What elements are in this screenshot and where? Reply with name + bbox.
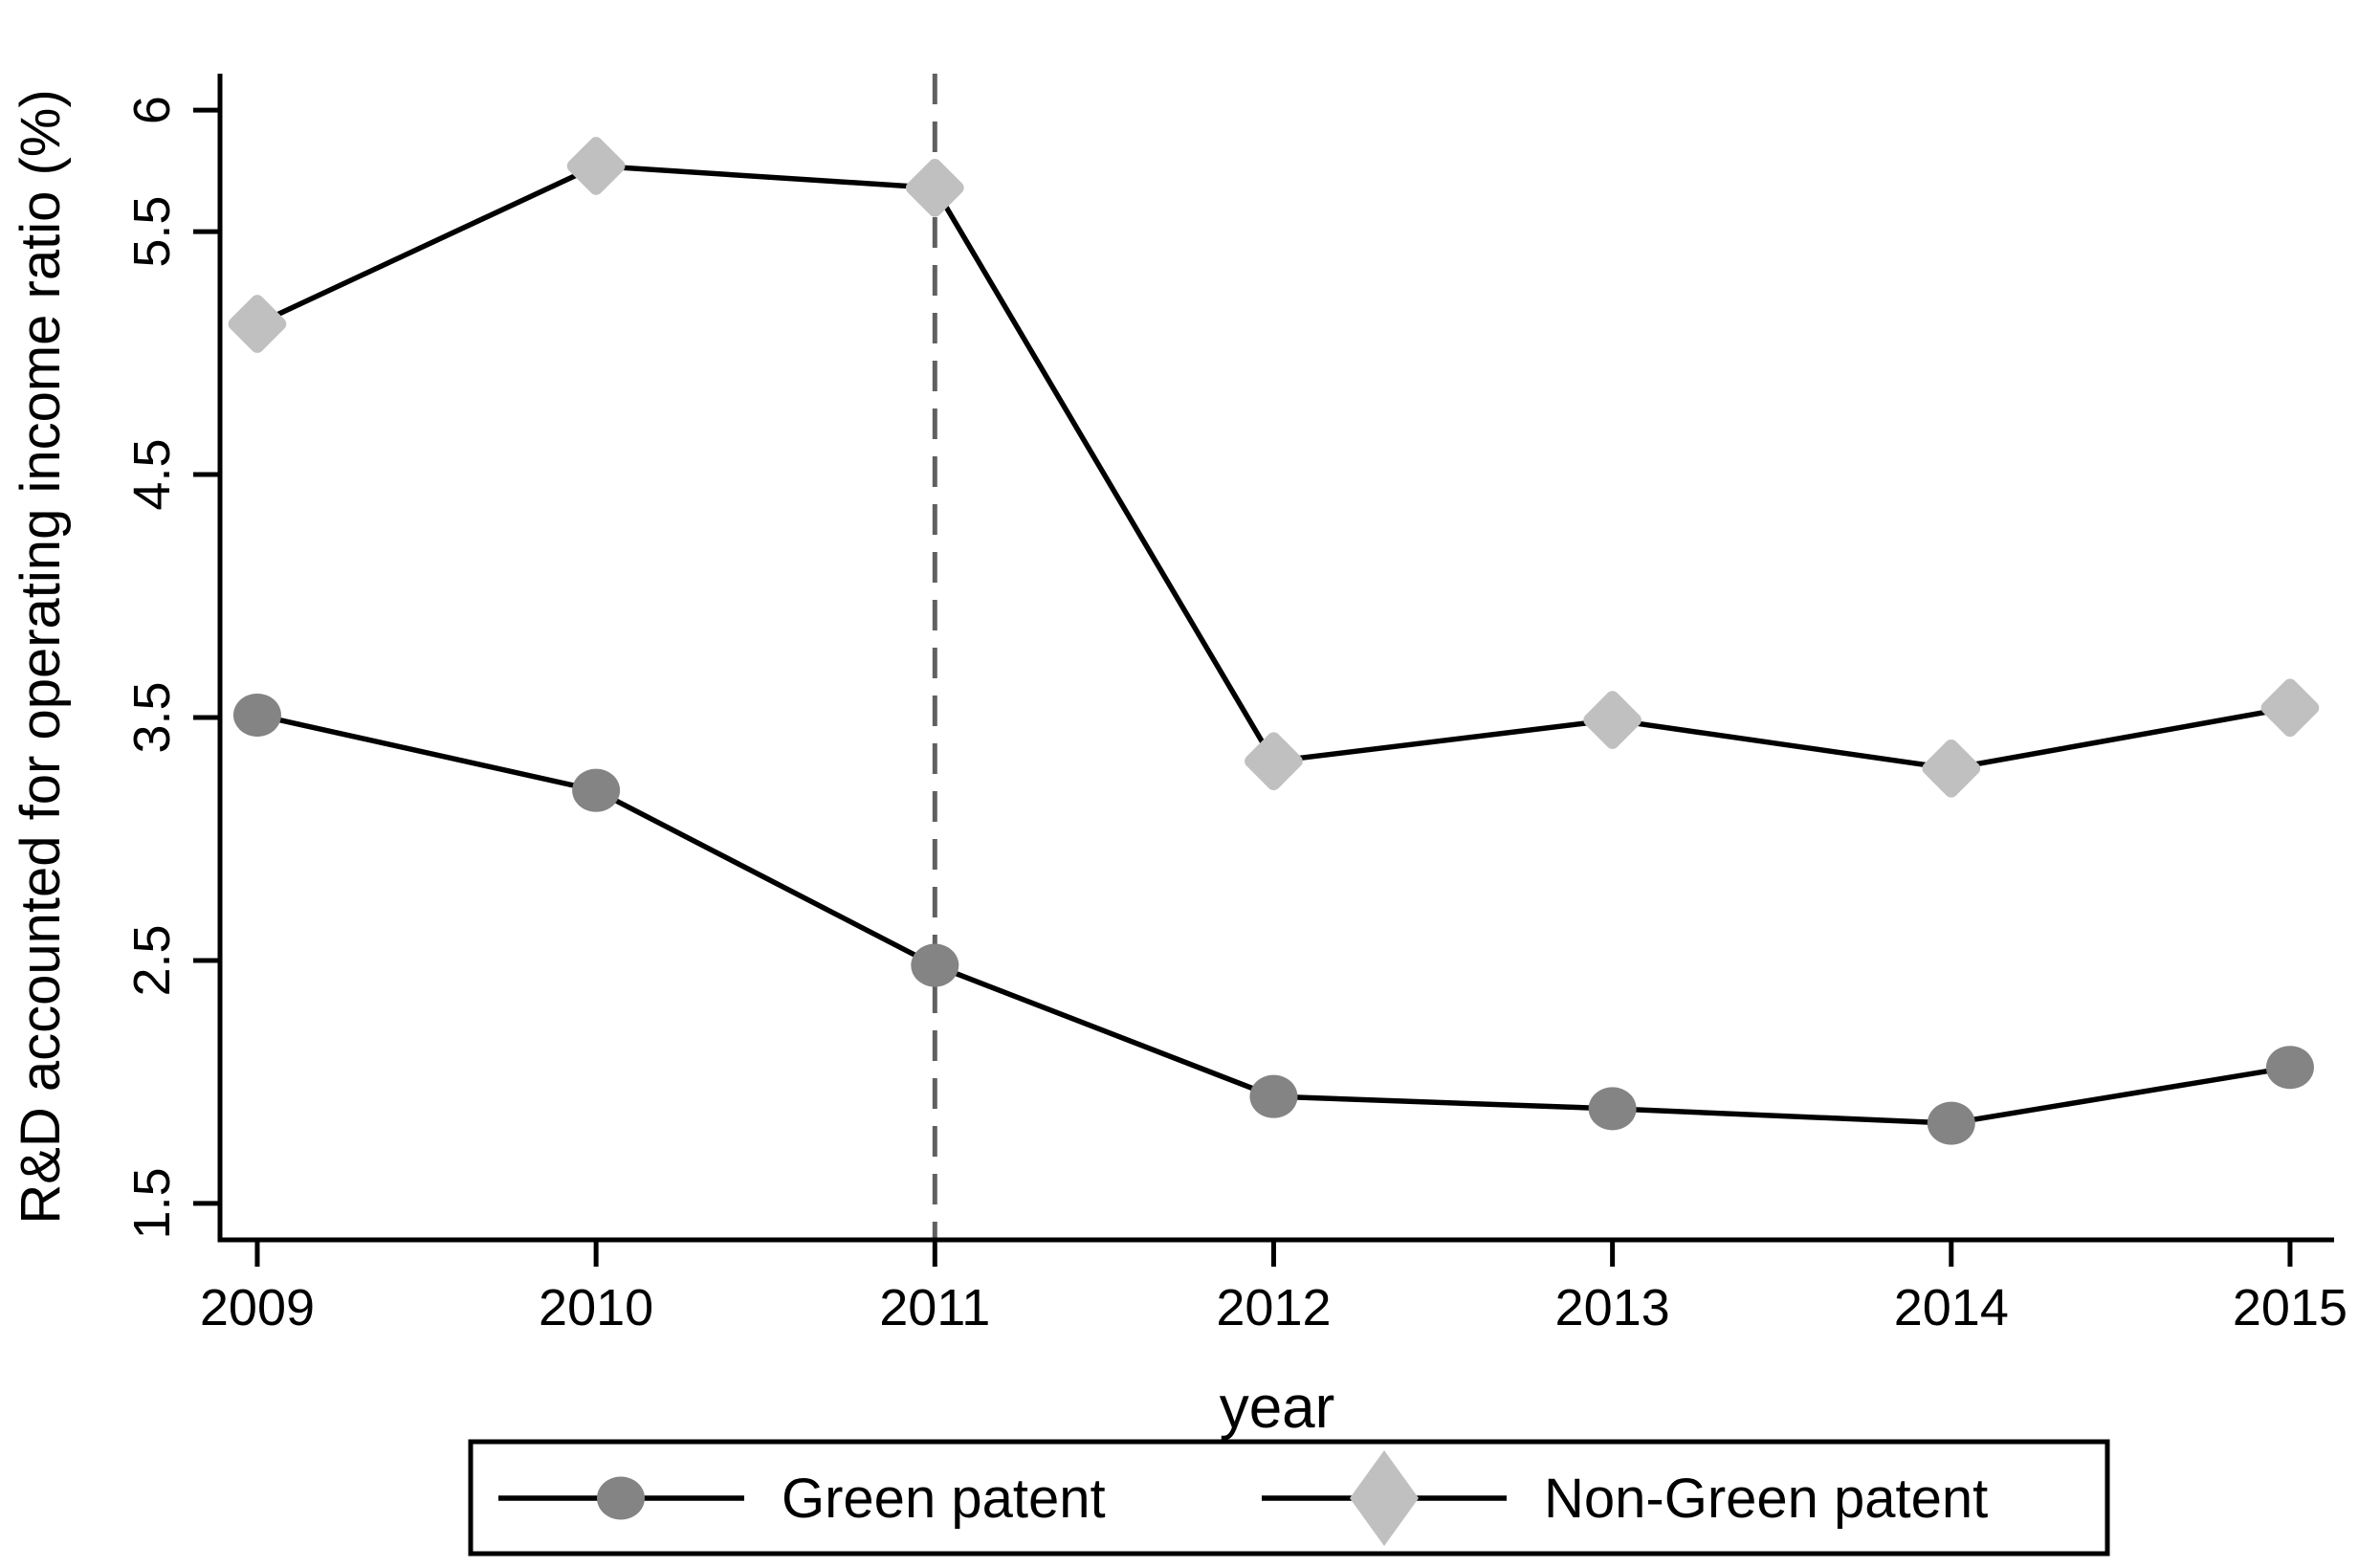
x-tick-label: 2015 [2233,1279,2347,1336]
legend-marker-circle-icon [597,1476,645,1520]
legend-entry-green-patent: Green patent [498,1468,1106,1530]
y-axis-title: R&D accounted for operating income ratio… [10,89,72,1224]
x-tick-label: 2010 [539,1279,653,1336]
legend-entry-non-green-patent: Non-Green patent [1262,1450,1988,1546]
marker-non-green-patent-2012 [1245,732,1303,791]
x-tick-label: 2011 [879,1279,990,1336]
x-axis-title: year [1220,1375,1335,1441]
marker-non-green-patent-2015 [2260,678,2320,738]
marker-green-patent-2015 [2265,1046,2314,1090]
x-tick-label: 2013 [1555,1279,1670,1336]
marker-green-patent-2013 [1588,1087,1637,1131]
y-axis: 1.5 2.5 3.5 4.5 5.5 6 [123,96,220,1239]
series-line-non-green-patent [255,163,2291,772]
marker-non-green-patent-2014 [1922,739,1981,798]
marker-green-patent-2011 [911,943,959,987]
legend-label: Green patent [782,1468,1106,1530]
marker-non-green-patent-2013 [1583,691,1642,749]
marker-green-patent-2012 [1249,1074,1298,1118]
x-axis: 2009 2010 2011 2012 2013 2014 2015 [200,1240,2347,1336]
marker-green-patent-2010 [572,768,621,812]
y-tick-label: 1.5 [123,1167,181,1239]
series-non-green-patent [228,137,2320,798]
series-green-patent [232,693,2314,1145]
y-tick-label: 4.5 [123,438,181,510]
x-tick-label: 2012 [1216,1279,1331,1336]
marker-green-patent-2014 [1927,1101,1975,1145]
marker-non-green-patent-2009 [228,295,287,353]
marker-green-patent-2009 [232,693,281,737]
axes [217,74,2334,1243]
marker-non-green-patent-2011 [905,159,964,217]
legend-marker-diamond-icon [1350,1450,1419,1546]
legend: Green patent Non-Green patent [468,1439,2110,1557]
x-tick-label: 2009 [200,1279,315,1336]
y-tick-label: 5.5 [123,196,181,268]
y-tick-label: 2.5 [123,924,181,996]
y-tick-label: 3.5 [123,681,181,753]
y-tick-label: 6 [123,96,181,124]
x-tick-label: 2014 [1894,1279,2009,1336]
marker-non-green-patent-2010 [566,137,626,195]
legend-label: Non-Green patent [1544,1468,1988,1530]
